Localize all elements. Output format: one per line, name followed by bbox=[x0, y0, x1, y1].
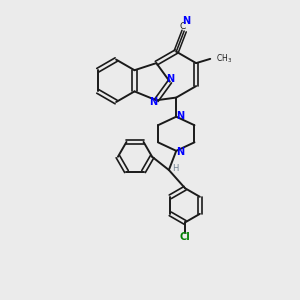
Text: N: N bbox=[176, 110, 184, 121]
Text: H: H bbox=[172, 164, 178, 173]
Text: N: N bbox=[149, 97, 157, 107]
Text: N: N bbox=[176, 147, 184, 157]
Text: CH$_3$: CH$_3$ bbox=[216, 52, 232, 65]
Text: C: C bbox=[180, 22, 186, 32]
Text: N: N bbox=[166, 74, 174, 84]
Text: N: N bbox=[182, 16, 190, 26]
Text: Cl: Cl bbox=[180, 232, 190, 242]
